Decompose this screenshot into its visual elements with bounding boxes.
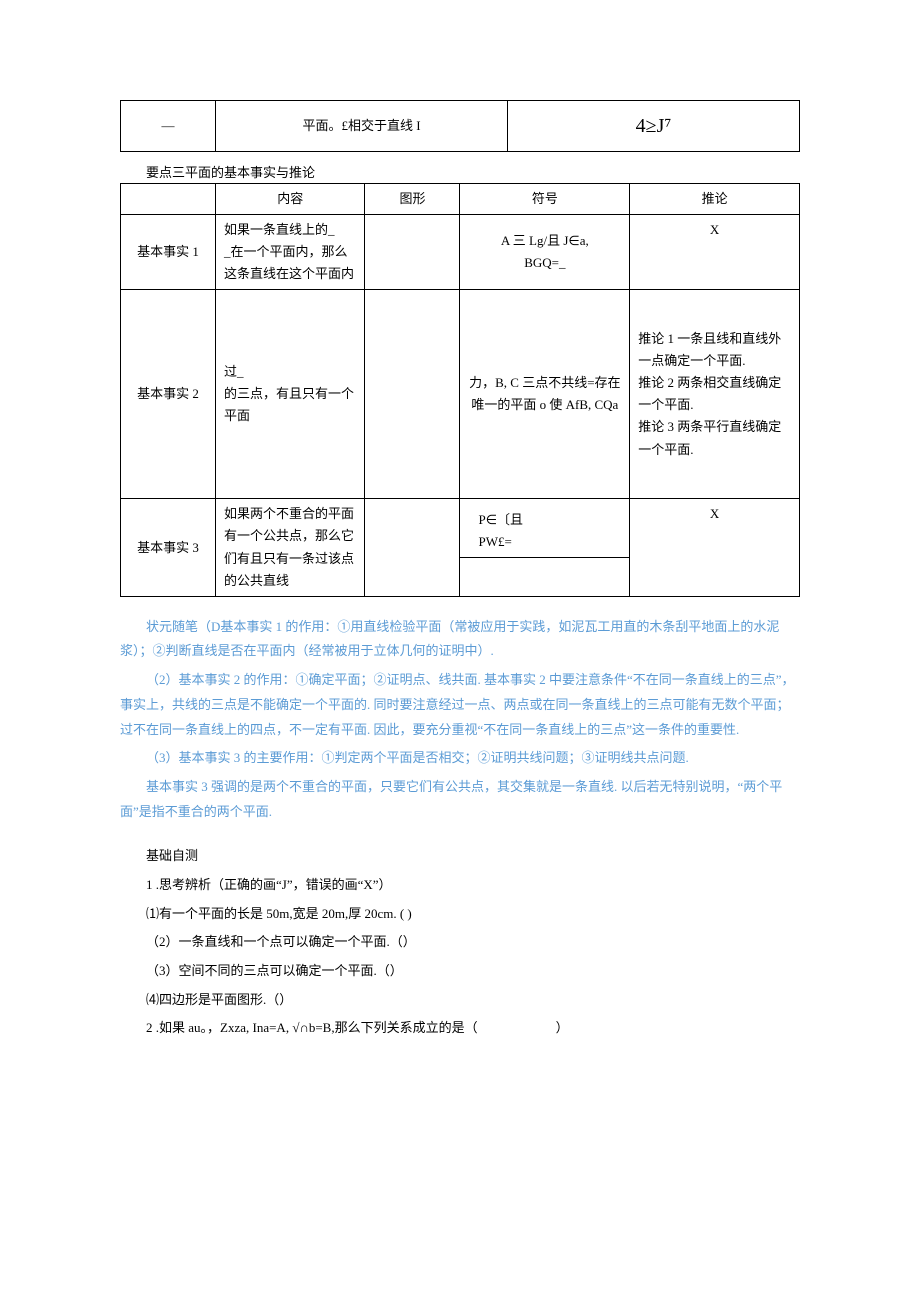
row1-symbol: A 三 Lg/且 J∈a, BGQ=_ [460,215,630,290]
question-item: ⑷四边形是平面图形.（） [120,988,800,1013]
note-line: 状元随笔（D基本事实 1 的作用：①用直线检验平面（常被应用于实践，如泥瓦工用直… [120,615,800,664]
row2-figure [365,290,460,499]
row3-content: 如果两个不重合的平面有一个公共点，那么它们有且只有一条过该点的公共直线 [216,499,365,596]
top-cell-2: 平面。£相交于直线 I [216,101,508,152]
row3-corollary: X [630,499,800,596]
table-axioms: 内容 图形 符号 推论 基本事实 1 如果一条直线上的_ _在一个平面内，那么这… [120,183,800,597]
notes-block: 状元随笔（D基本事实 1 的作用：①用直线检验平面（常被应用于实践，如泥瓦工用直… [120,615,800,825]
questions-block: 基础自测 1 .思考辨析（正确的画“J”，错误的画“X”） ⑴有一个平面的长是 … [120,844,800,1041]
header-blank [121,184,216,215]
top-cell-3: 4≥J⁷ [508,101,800,152]
row3-symbol-bottom [460,558,629,590]
row1-content: 如果一条直线上的_ _在一个平面内，那么这条直线在这个平面内 [216,215,365,290]
row3-symbol-split: P∈〔且 PW£= [460,499,630,596]
header-symbol: 符号 [460,184,630,215]
note-line: 基本事实 3 强调的是两个不重合的平面，只要它们有公共点，其交集就是一条直线. … [120,775,800,824]
row1-figure [365,215,460,290]
table-row: 基本事实 1 如果一条直线上的_ _在一个平面内，那么这条直线在这个平面内 A … [121,215,800,290]
note-line: （2）基本事实 2 的作用：①确定平面；②证明点、线共面. 基本事实 2 中要注… [120,668,800,742]
row1-corollary: X [630,215,800,290]
row2-content: 过_ 的三点，有且只有一个平面 [216,290,365,499]
question-item: 2 .如果 au。，Zxza, Ina=A, √∩b=B,那么下列关系成立的是（… [120,1016,800,1041]
header-content: 内容 [216,184,365,215]
row3-symbol-top: P∈〔且 PW£= [460,505,629,558]
table-header-row: 内容 图形 符号 推论 [121,184,800,215]
question-item: （3）空间不同的三点可以确定一个平面.（） [120,959,800,984]
row2-label: 基本事实 2 [121,290,216,499]
row2-symbol: 力，B, C 三点不共线=存在唯一的平面 o 使 AfB, CQa [460,290,630,499]
row3-label: 基本事实 3 [121,499,216,596]
table-top-fragment: — 平面。£相交于直线 I 4≥J⁷ [120,100,800,152]
questions-title: 基础自测 [120,844,800,869]
top-cell-1: — [121,101,216,152]
header-corollary: 推论 [630,184,800,215]
row1-label: 基本事实 1 [121,215,216,290]
header-figure: 图形 [365,184,460,215]
section-title: 要点三平面的基本事实与推论 [120,162,800,181]
question-item: 1 .思考辨析（正确的画“J”，错误的画“X”） [120,873,800,898]
row3-figure [365,499,460,596]
question-item: （2）一条直线和一个点可以确定一个平面.（） [120,930,800,955]
row2-corollary: 推论 1 一条且线和直线外一点确定一个平面. 推论 2 两条相交直线确定一个平面… [630,290,800,499]
question-item: ⑴有一个平面的长是 50m,宽是 20m,厚 20cm. ( ) [120,902,800,927]
note-line: （3）基本事实 3 的主要作用：①判定两个平面是否相交；②证明共线问题；③证明线… [120,746,800,771]
table-row: 基本事实 2 过_ 的三点，有且只有一个平面 力，B, C 三点不共线=存在唯一… [121,290,800,499]
table-row: 基本事实 3 如果两个不重合的平面有一个公共点，那么它们有且只有一条过该点的公共… [121,499,800,596]
page-root: — 平面。£相交于直线 I 4≥J⁷ 要点三平面的基本事实与推论 内容 图形 符… [0,0,920,1301]
